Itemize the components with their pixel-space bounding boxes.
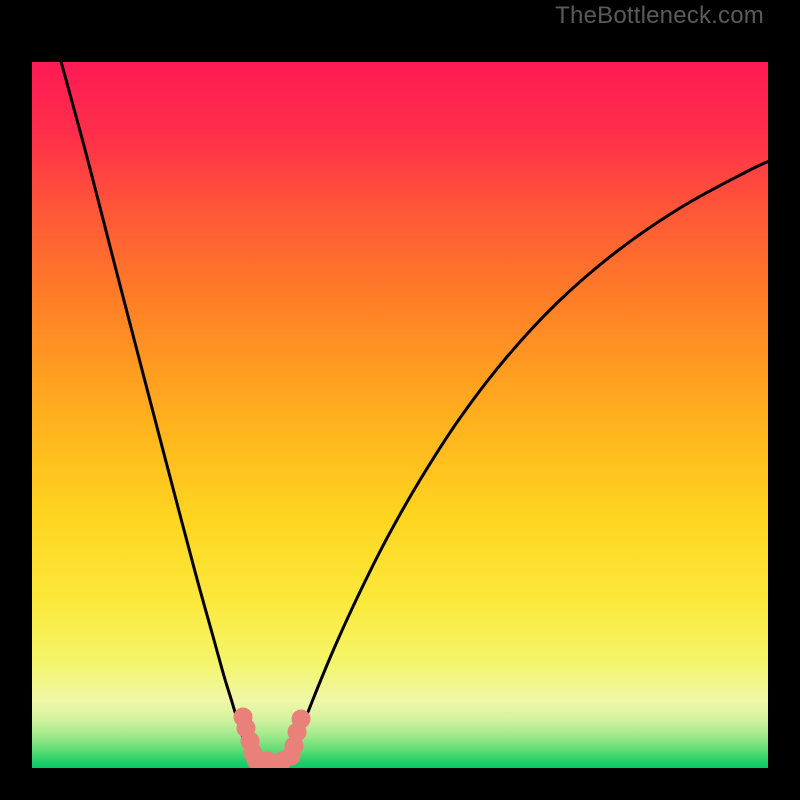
right-curve [290,158,768,759]
marker-dot [292,710,310,728]
left-curve [59,62,250,759]
bottleneck-curve [32,62,768,768]
watermark-text: TheBottleneck.com [555,2,764,30]
plot-area [32,62,768,768]
bottleneck-markers [234,708,310,768]
